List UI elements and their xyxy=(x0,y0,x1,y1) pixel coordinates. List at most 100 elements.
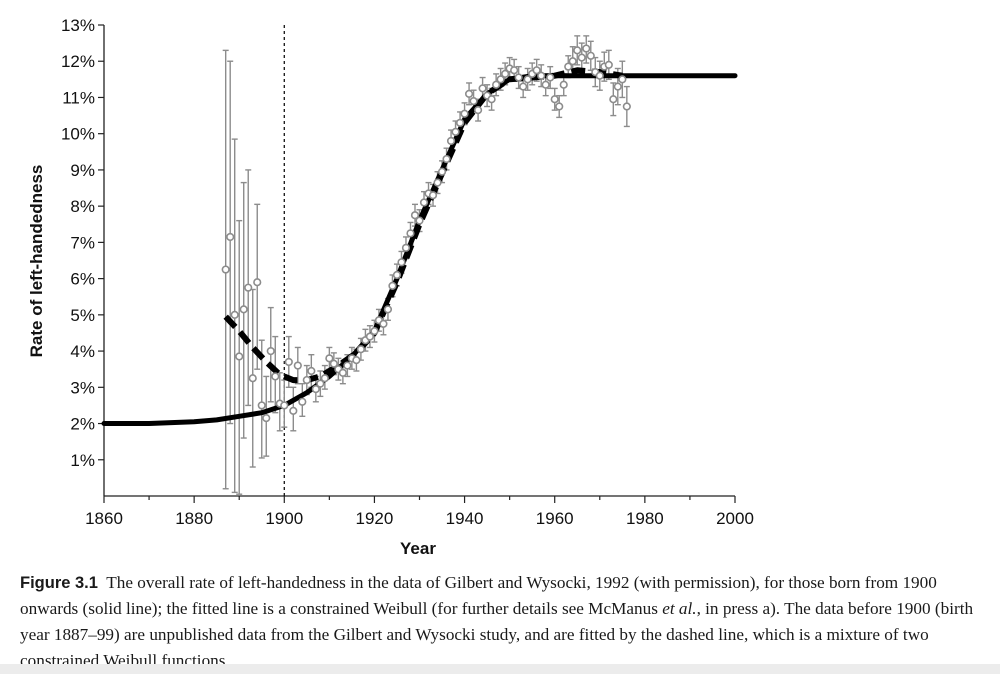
data-point xyxy=(248,374,257,383)
x-tick-label: 2000 xyxy=(716,509,754,528)
data-point xyxy=(519,82,528,91)
figure-label: Figure 3.1 xyxy=(20,574,98,592)
data-point xyxy=(451,127,460,136)
data-point xyxy=(550,95,559,104)
left-handedness-chart: 1% 2% 3% 4% 5% 6% 7% 8% 9% 10% 11% 12% 13% 1860 1880 19… xyxy=(27,16,754,558)
footer-bar xyxy=(0,664,1000,674)
data-point xyxy=(406,229,415,238)
data-point xyxy=(595,71,604,80)
data-point xyxy=(239,305,248,314)
y-tick-label: 6% xyxy=(70,270,95,289)
data-point xyxy=(365,332,375,341)
data-point xyxy=(622,102,631,111)
data-markers xyxy=(221,44,631,423)
data-point xyxy=(356,345,366,354)
tick-labels: 1% 2% 3% 4% 5% 6% 7% 8% 9% 10% 11% 12% 13% 1860 1880 19… xyxy=(61,16,754,528)
y-tick-label: 12% xyxy=(61,52,95,71)
data-point xyxy=(329,359,338,368)
data-point xyxy=(487,95,496,104)
data-point xyxy=(298,397,307,406)
data-point xyxy=(496,75,505,84)
data-point xyxy=(235,352,244,361)
y-tick-label: 1% xyxy=(70,451,95,470)
data-point xyxy=(501,69,510,79)
x-tick-label: 1900 xyxy=(265,509,303,528)
data-point xyxy=(437,167,447,176)
data-point xyxy=(257,401,266,410)
y-tick-label: 2% xyxy=(70,415,95,434)
data-point xyxy=(559,80,568,89)
dashed-fit-line xyxy=(223,67,623,384)
data-point xyxy=(546,73,555,82)
data-point xyxy=(514,73,523,82)
y-tick-label: 13% xyxy=(61,16,95,35)
data-point xyxy=(244,283,253,292)
data-point xyxy=(284,357,293,367)
data-point xyxy=(280,401,289,410)
x-tick-label: 1860 xyxy=(85,509,123,528)
x-tick-label: 1980 xyxy=(626,509,664,528)
data-point xyxy=(568,57,577,66)
data-point xyxy=(586,51,595,60)
data-point xyxy=(221,265,230,274)
y-tick-label: 4% xyxy=(70,342,95,361)
data-point xyxy=(320,374,329,383)
data-point xyxy=(338,368,347,377)
x-axis-title: Year xyxy=(400,539,436,558)
y-tick-label: 7% xyxy=(70,233,95,252)
data-point xyxy=(302,375,311,385)
data-point xyxy=(537,71,546,80)
data-point xyxy=(478,84,487,93)
data-point xyxy=(541,80,550,89)
data-point xyxy=(325,354,334,363)
data-point xyxy=(532,66,541,75)
data-point xyxy=(401,243,411,252)
data-point xyxy=(289,406,298,415)
x-tick-label: 1940 xyxy=(446,509,484,528)
data-point xyxy=(419,198,429,207)
data-point xyxy=(455,118,465,127)
data-point xyxy=(473,106,483,115)
data-point xyxy=(564,62,573,71)
data-point xyxy=(253,278,262,287)
data-point xyxy=(388,281,397,290)
data-point xyxy=(577,53,586,62)
data-point xyxy=(604,60,613,69)
y-tick-label: 9% xyxy=(70,161,95,180)
data-point xyxy=(464,89,474,98)
data-point xyxy=(316,379,325,388)
data-point xyxy=(392,270,402,280)
data-point xyxy=(460,109,469,118)
caption-text-part1: The overall rate of left-handedness in t… xyxy=(20,573,937,618)
data-point xyxy=(293,361,302,370)
data-point xyxy=(307,366,316,376)
data-point xyxy=(469,96,478,106)
data-point xyxy=(410,211,420,220)
data-point xyxy=(618,75,627,84)
data-point xyxy=(266,346,275,356)
data-point xyxy=(573,46,582,55)
data-point xyxy=(613,82,622,91)
data-point xyxy=(442,154,451,164)
data-point xyxy=(343,361,352,370)
fit-lines xyxy=(101,67,738,426)
data-point xyxy=(415,216,424,225)
y-tick-label: 10% xyxy=(61,125,95,144)
data-point xyxy=(582,44,591,53)
data-point xyxy=(271,372,280,381)
y-tick-label: 8% xyxy=(70,197,95,216)
y-tick-label: 5% xyxy=(70,306,95,325)
data-point xyxy=(446,136,456,146)
solid-fit-line xyxy=(101,73,738,426)
data-point xyxy=(555,102,564,111)
y-tick-label: 11% xyxy=(62,88,95,107)
x-tick-label: 1920 xyxy=(356,509,394,528)
data-point xyxy=(383,305,393,314)
data-point xyxy=(352,356,361,365)
figure-caption: Figure 3.1 The overall rate of left-hand… xyxy=(20,570,995,674)
data-point xyxy=(226,232,235,242)
data-point xyxy=(311,385,320,394)
data-point xyxy=(510,66,519,75)
caption-italic: et al. xyxy=(662,599,697,618)
data-point xyxy=(433,178,442,187)
